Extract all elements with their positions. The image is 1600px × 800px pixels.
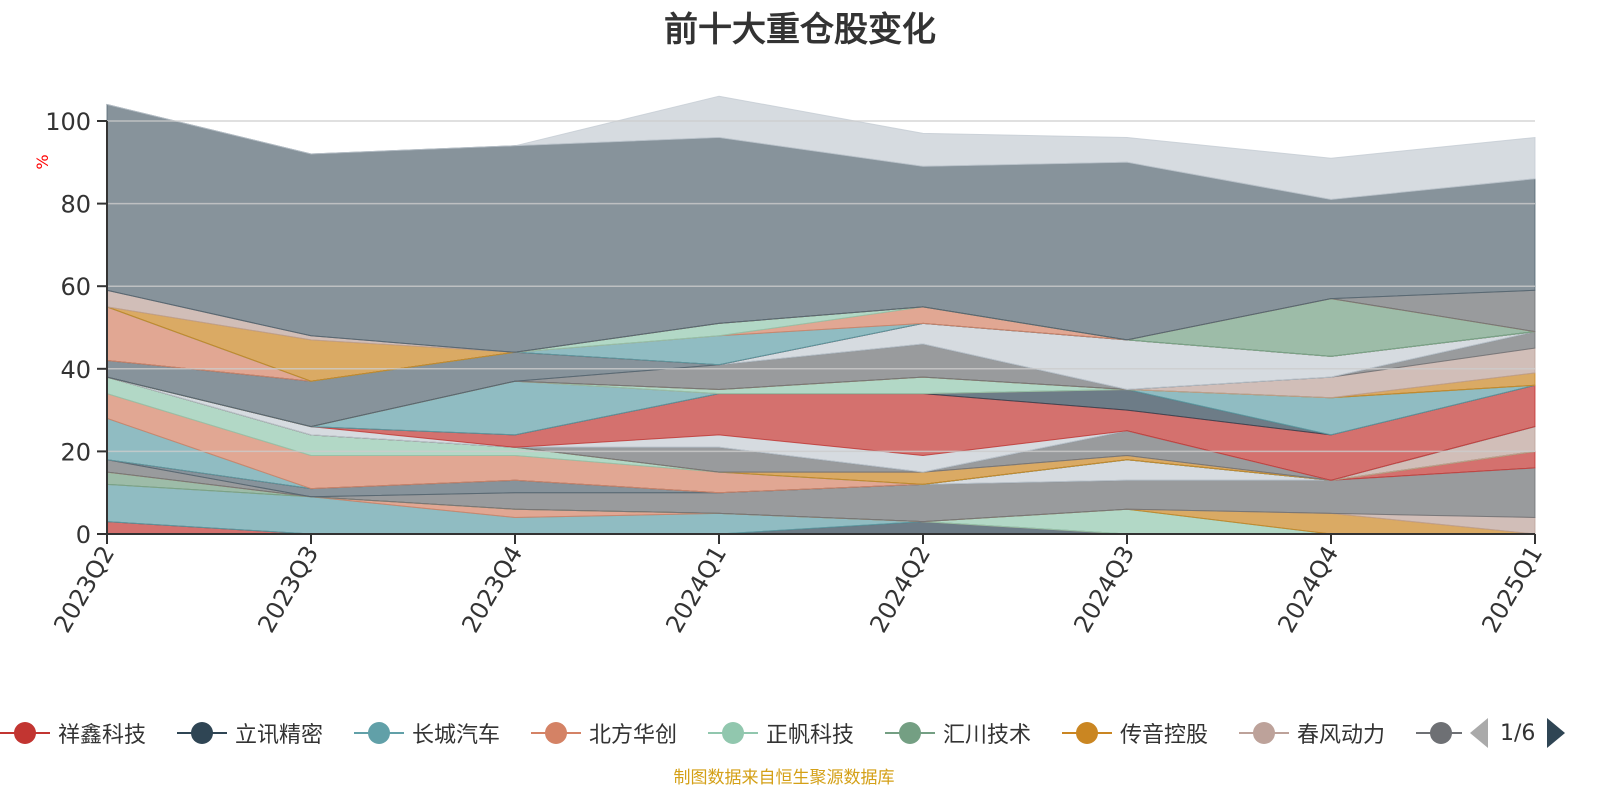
legend: 祥鑫科技 立讯精密 长城汽车 北方华创 正帆科技 汇川技术 传音控股 春风动力 1/6	[0, 713, 1600, 753]
legend-item[interactable]: 立讯精密	[177, 713, 323, 753]
legend-label: 传音控股	[1120, 717, 1208, 749]
legend-item[interactable]	[1416, 713, 1462, 753]
legend-marker-icon	[885, 713, 935, 753]
y-axis-label: %	[33, 154, 52, 169]
y-tick-label: 20	[60, 438, 91, 466]
y-tick-label: 0	[76, 521, 91, 549]
chart-plot: 0 20 40 60 80 100% 2023Q2 2023Q3 2023Q4 2024Q1 202…	[0, 0, 1600, 700]
legend-item[interactable]: 北方华创	[531, 713, 677, 753]
pager-next-icon[interactable]	[1547, 718, 1565, 748]
x-tick-label: 2025Q1	[1476, 541, 1548, 637]
areas-layer	[107, 96, 1535, 534]
legend-label: 春风动力	[1297, 717, 1385, 749]
pager-prev-icon[interactable]	[1470, 718, 1488, 748]
legend-marker-icon	[531, 713, 581, 753]
legend-item[interactable]: 传音控股	[1062, 713, 1208, 753]
legend-label: 正帆科技	[766, 717, 854, 749]
x-tick-label: 2024Q2	[864, 541, 936, 637]
legend-marker-icon	[177, 713, 227, 753]
legend-marker-icon	[708, 713, 758, 753]
x-tick-label: 2024Q1	[660, 541, 732, 637]
y-tick-label: 100	[45, 108, 91, 136]
y-tick-label: 80	[60, 191, 91, 219]
legend-item[interactable]: 长城汽车	[354, 713, 500, 753]
legend-marker-icon	[1416, 713, 1462, 753]
legend-label: 汇川技术	[943, 717, 1031, 749]
legend-item[interactable]: 正帆科技	[708, 713, 854, 753]
legend-marker-icon	[354, 713, 404, 753]
x-tick-label: 2023Q3	[252, 541, 324, 637]
legend-label: 长城汽车	[412, 717, 500, 749]
legend-item[interactable]: 祥鑫科技	[0, 713, 146, 753]
legend-label: 北方华创	[589, 717, 677, 749]
x-tick-label: 2024Q3	[1068, 541, 1140, 637]
legend-label: 祥鑫科技	[58, 717, 146, 749]
x-tick-label: 2023Q4	[456, 541, 528, 637]
source-note: 制图数据来自恒生聚源数据库	[0, 763, 1568, 788]
legend-marker-icon	[1239, 713, 1289, 753]
legend-pager: 1/6	[1470, 713, 1565, 753]
legend-item[interactable]: 春风动力	[1239, 713, 1385, 753]
legend-marker-icon	[1062, 713, 1112, 753]
x-tick-label: 2023Q2	[48, 541, 120, 637]
legend-marker-icon	[0, 713, 50, 753]
legend-items: 祥鑫科技 立讯精密 长城汽车 北方华创 正帆科技 汇川技术 传音控股 春风动力	[0, 713, 1462, 753]
y-tick-label: 60	[60, 273, 91, 301]
pager-text: 1/6	[1500, 721, 1535, 746]
x-tick-label: 2024Q4	[1272, 541, 1344, 637]
legend-item[interactable]: 汇川技术	[885, 713, 1031, 753]
y-tick-label: 40	[60, 356, 91, 384]
legend-label: 立讯精密	[235, 717, 323, 749]
